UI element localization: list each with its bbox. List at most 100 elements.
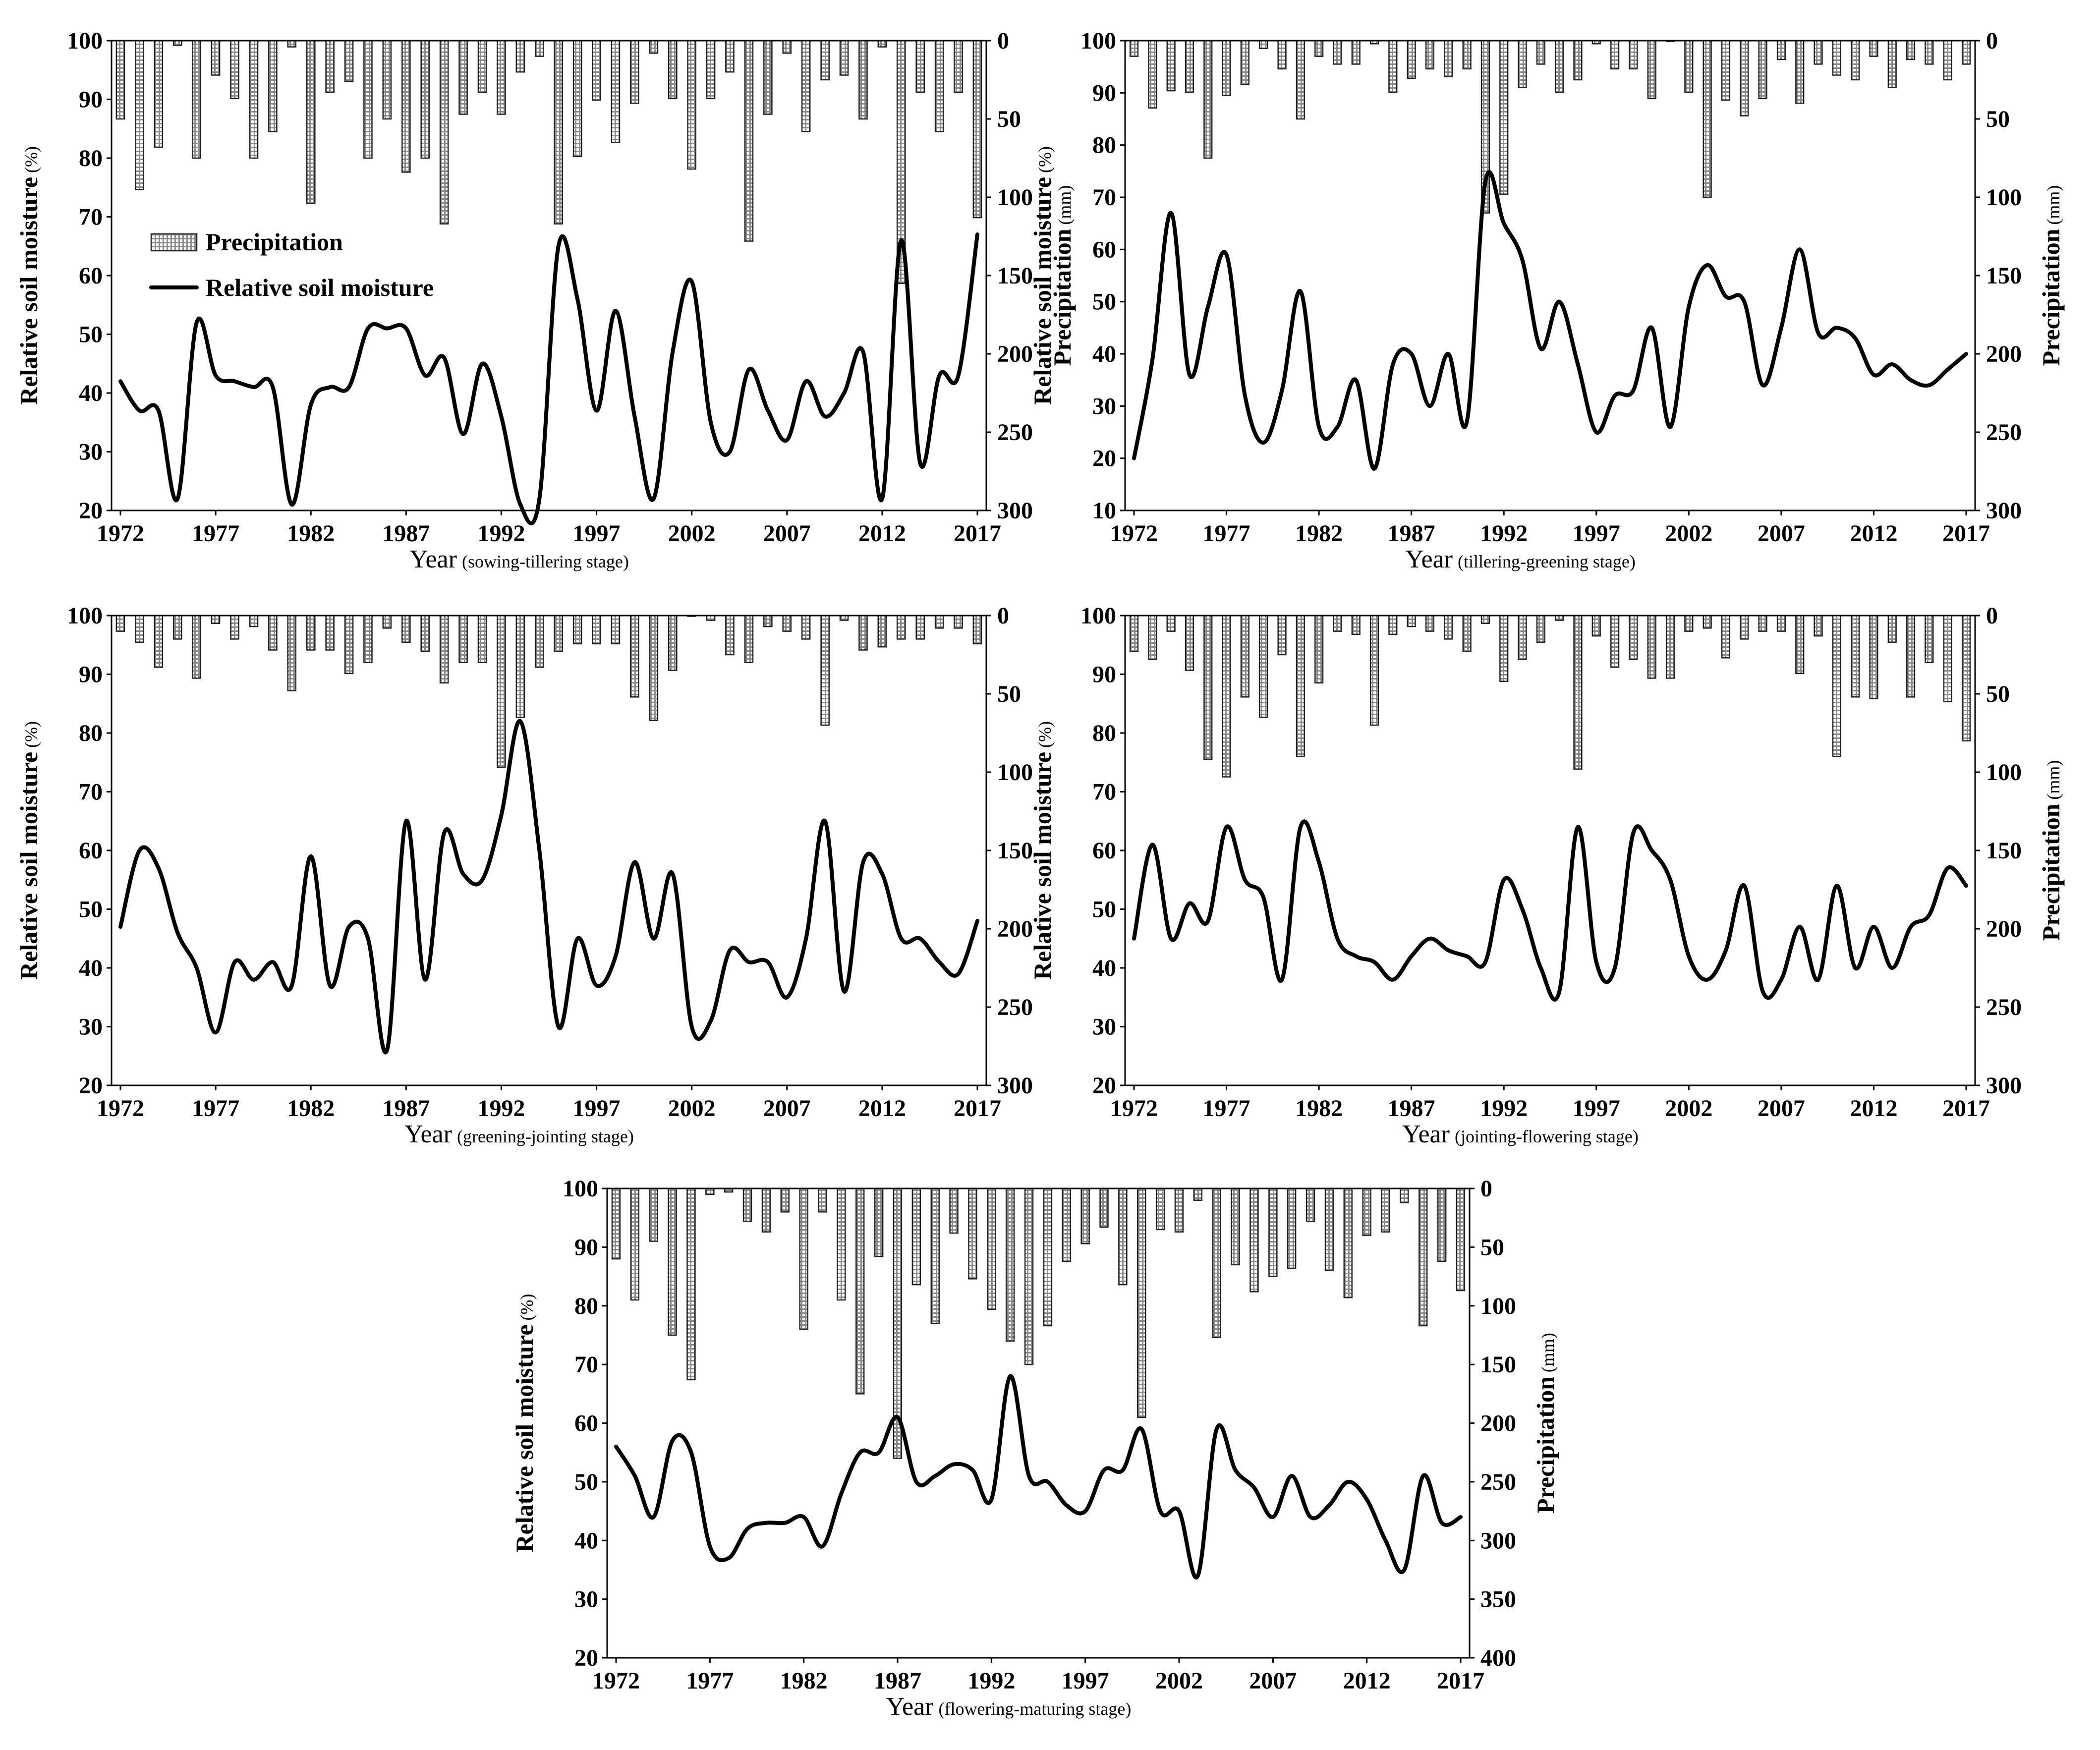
y2-axis-title: Precipitation [2037,228,2065,366]
precipitation-bar [705,1187,715,1195]
precipitation-bar [1296,615,1305,757]
y-axis-title: Relative soil moisture [1028,752,1056,980]
y2-tick-label: 200 [1986,916,2022,942]
y-axis-unit: (%) [1035,146,1055,173]
precipitation-bar [1444,40,1453,77]
precipitation-bar [1869,40,1878,57]
precipitation-bar [1369,615,1379,726]
y2-axis-unit: (mm) [2043,760,2063,800]
y2-axis-unit: (mm) [1538,1333,1558,1372]
y-tick-label: 90 [79,87,103,113]
precipitation-bar [930,1187,940,1324]
y2-tick-label: 150 [1986,263,2022,289]
y-tick-label: 100 [563,1176,598,1202]
precipitation-bar [1425,40,1435,70]
y2-tick-label: 250 [1480,1469,1516,1495]
y-tick-label: 100 [1080,28,1116,54]
precipitation-bar [1099,1187,1109,1228]
x-tick-label: 2017 [1437,1668,1484,1694]
y2-tick-label: 400 [1480,1645,1516,1671]
y2-tick-label: 50 [997,106,1021,132]
precipitation-bar [439,40,449,225]
precipitation-bar [896,615,906,640]
y-tick-label: 20 [1092,446,1116,472]
y2-tick-label: 0 [1986,28,1998,54]
precipitation-bar [1185,40,1194,93]
x-tick-label: 1987 [382,520,430,547]
precipitation-bar [858,40,868,120]
y2-axis-title: Precipitation [1048,228,1076,366]
precipitation-bar [1249,1187,1259,1293]
precipitation-bar [763,615,773,627]
x-tick-label: 1992 [477,520,525,547]
x-axis-stage-note: (tillering-greening stage) [1458,552,1636,571]
precipitation-bar [1740,40,1749,116]
y2-tick-label: 50 [1480,1234,1504,1260]
y2-tick-label: 100 [997,184,1033,211]
y-tick-label: 60 [79,263,103,289]
x-tick-label: 1982 [287,1095,335,1122]
precipitation-bar [325,40,335,93]
precipitation-bar [1287,1187,1297,1269]
x-tick-label: 1997 [573,1095,621,1122]
y-axis-unit: (%) [21,721,41,748]
y2-tick-label: 200 [1986,341,2022,367]
precipitation-bar [1240,40,1249,85]
x-tick-label: 1997 [1573,1095,1620,1122]
panel-flowering-maturing: 20 30 40 50 60 70 80 90 100 0 50 100 150 200 250 300 350… [511,1176,1559,1721]
panel-sowing-tillering: 20 30 40 50 60 70 80 90 100 0 50 100 150 200 250 300 197… [15,28,1076,573]
precipitation-bar [1456,1187,1466,1292]
precipitation-bar [420,615,430,652]
precipitation-bar [458,615,468,664]
precipitation-bar [1240,615,1249,698]
precipitation-bar [820,615,830,726]
precipitation-bar [1174,1187,1184,1233]
precipitation-bar [968,1187,977,1280]
precipitation-bar [1388,615,1398,635]
x-tick-label: 1987 [1388,520,1435,547]
y2-axis-unit: (mm) [2043,185,2063,225]
x-axis-stage-note: (sowing-tillering stage) [462,552,629,571]
y-tick-label: 50 [79,897,103,923]
precipitation-bar [611,615,621,645]
precipitation-bar [1419,1187,1428,1327]
x-tick-label: 1977 [1203,1095,1250,1122]
precipitation-bar [1795,615,1805,675]
precipitation-bar [954,615,963,629]
precipitation-bar [1129,615,1139,652]
y2-axis-title: Precipitation [1532,1376,1559,1514]
precipitation-bar [306,40,316,204]
y-tick-label: 90 [79,662,103,688]
precipitation-bar [934,615,944,629]
y-tick-label: 70 [1092,184,1116,211]
precipitation-bar [306,615,316,651]
precipitation-bar [1758,40,1767,100]
legend-precipitation-label: Precipitation [206,228,343,256]
y-axis-label: Relative soil moisture (%) [511,1294,538,1552]
precipitation-bar [1684,40,1694,93]
precipitation-bar [1155,1187,1165,1231]
precipitation-bar [1024,1187,1034,1365]
x-tick-label: 1987 [874,1668,921,1694]
precipitation-bar [344,40,354,82]
precipitation-bar [363,615,373,664]
precipitation-bar [534,40,544,57]
precipitation-bar [855,1187,865,1395]
precipitation-bar [954,40,963,93]
y-tick-label: 40 [79,955,103,981]
y-tick-label: 80 [79,145,103,171]
precipitation-bar [1591,615,1601,637]
precipitation-bar [1062,1187,1071,1262]
precipitation-bar [686,1187,696,1381]
y2-tick-label: 0 [997,28,1009,54]
precipitation-bar [1193,1187,1203,1201]
y2-tick-label: 150 [1480,1352,1516,1378]
y2-tick-label: 150 [997,838,1033,864]
precipitation-bar [1629,40,1638,70]
precipitation-bar [1231,1187,1240,1266]
precipitation-bar [1080,1187,1090,1244]
x-axis-title: Year [404,1120,452,1148]
x-tick-label: 1992 [967,1668,1015,1694]
precipitation-bar [972,615,982,645]
precipitation-bar [515,615,525,718]
